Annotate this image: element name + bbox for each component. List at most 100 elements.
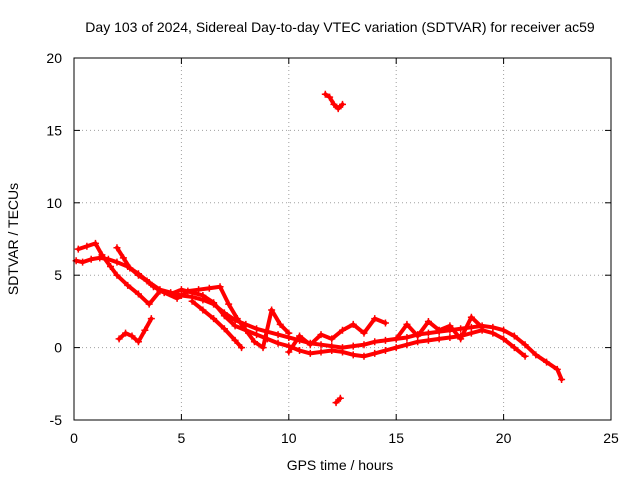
data-point	[306, 349, 314, 357]
data-point	[128, 332, 136, 340]
data-point	[134, 338, 142, 346]
x-tick-label: 10	[281, 430, 297, 446]
data-point	[510, 344, 518, 352]
data-point	[532, 351, 540, 359]
x-tick-labels: 0 5 10 15 20 25	[70, 430, 619, 446]
data-point	[478, 323, 486, 331]
data-point	[216, 283, 224, 291]
data-point	[467, 313, 475, 321]
data-point	[457, 325, 465, 333]
data-point	[210, 299, 218, 307]
chart-title: Day 103 of 2024, Sidereal Day-to-day VTE…	[85, 19, 595, 35]
data-point	[83, 242, 91, 250]
data-point	[134, 290, 142, 298]
data-point	[74, 245, 82, 253]
data-point	[115, 335, 123, 343]
series-trail	[117, 316, 154, 344]
data-point	[326, 93, 334, 101]
data-point	[79, 258, 87, 266]
data-point	[489, 329, 497, 337]
data-point	[285, 329, 293, 337]
data-point	[119, 254, 127, 262]
axis-ticks	[73, 57, 612, 421]
data-point	[177, 286, 185, 294]
grid-lines	[74, 58, 611, 420]
data-point	[510, 332, 518, 340]
data-point	[113, 244, 121, 252]
data-point	[276, 320, 284, 328]
data-point	[231, 336, 239, 344]
series-track-i	[332, 394, 344, 407]
data-point	[328, 346, 336, 354]
data-point	[392, 344, 400, 352]
series-track-g	[392, 313, 486, 343]
data-point	[553, 365, 561, 373]
data-point	[233, 315, 241, 323]
data-point	[381, 319, 389, 327]
data-point	[188, 297, 196, 305]
data-point	[296, 332, 304, 340]
series-track-a	[72, 254, 566, 383]
data-point	[321, 90, 329, 98]
data-point	[336, 394, 344, 402]
data-point	[113, 258, 121, 266]
data-point	[134, 271, 142, 279]
data-point	[231, 322, 239, 330]
data-point	[435, 335, 443, 343]
data-point	[199, 291, 207, 299]
plot-frame	[73, 57, 612, 421]
data-point	[274, 339, 282, 347]
data-point	[149, 283, 157, 291]
x-tick-label: 15	[388, 430, 404, 446]
data-point	[145, 300, 153, 308]
data-point	[360, 352, 368, 360]
data-point	[403, 341, 411, 349]
data-point	[238, 344, 246, 352]
data-point	[381, 336, 389, 344]
data-point	[250, 338, 258, 346]
series-track-b	[74, 239, 529, 360]
series-track-f	[285, 315, 389, 356]
data-point	[424, 329, 432, 337]
data-point	[268, 306, 276, 314]
data-point	[500, 335, 508, 343]
y-tick-label: 10	[46, 195, 62, 211]
data-point	[334, 105, 342, 113]
data-point	[87, 255, 95, 263]
data-point	[339, 100, 346, 108]
data-point	[332, 399, 340, 407]
y-tick-label: 15	[46, 122, 62, 138]
series-trail	[286, 316, 388, 354]
data-point	[543, 358, 551, 366]
data-point	[446, 333, 454, 341]
data-point	[205, 284, 213, 292]
data-point	[242, 326, 250, 334]
data-point	[199, 306, 207, 314]
data-points-layer	[72, 90, 566, 407]
y-tick-label: 5	[54, 267, 62, 283]
data-point	[306, 341, 314, 349]
series-trail	[190, 299, 244, 350]
data-point	[403, 333, 411, 341]
data-point	[107, 263, 115, 271]
data-point	[141, 326, 149, 334]
data-point	[371, 338, 379, 346]
data-point	[274, 331, 282, 339]
y-tick-label: 20	[46, 50, 62, 66]
data-point	[521, 352, 529, 360]
data-point	[446, 322, 454, 330]
data-point	[457, 335, 465, 343]
data-point	[184, 287, 192, 295]
data-point	[339, 348, 346, 356]
data-point	[467, 329, 475, 337]
data-point	[349, 342, 357, 350]
data-point	[349, 320, 357, 328]
data-point	[98, 251, 106, 259]
data-point	[225, 300, 233, 308]
data-point	[91, 239, 99, 247]
data-point	[521, 341, 529, 349]
data-point	[424, 336, 432, 344]
data-point	[147, 315, 155, 323]
data-point	[253, 331, 261, 339]
